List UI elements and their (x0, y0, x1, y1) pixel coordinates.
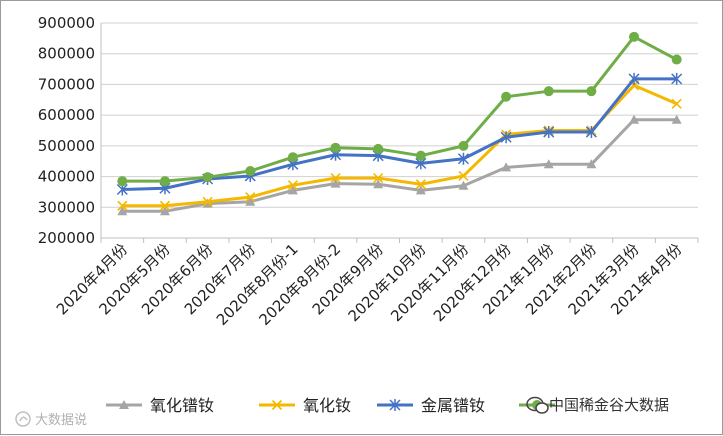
series-0-point-13 (671, 114, 682, 124)
watermark-account: 中国稀金谷大数据 (549, 396, 669, 414)
series-3-point-5 (330, 142, 341, 153)
legend-marker-2 (389, 399, 401, 411)
y-tick-label-0: 200000 (38, 229, 95, 247)
series-1-point-7 (415, 179, 426, 190)
legend-item-0: 氧化镨钕 (106, 396, 214, 415)
series-1-point-8 (458, 170, 469, 182)
series-0-point-11 (586, 159, 597, 169)
series-3-point-12 (629, 31, 640, 42)
watermark-brand: 大数据说 (35, 413, 87, 428)
series-1-point-5 (330, 173, 341, 184)
gridlines (100, 22, 699, 243)
series-line-3 (122, 35, 678, 183)
series-3-point-8 (458, 140, 469, 151)
series-3-point-13 (671, 54, 682, 65)
series-1-point-6 (373, 173, 384, 184)
series-0-point-4 (287, 185, 298, 195)
watermark: 中国稀金谷大数据 大数据说 (15, 396, 669, 428)
series-3-point-4 (287, 152, 298, 163)
series-3-point-1 (159, 176, 170, 187)
series-0-point-9 (501, 162, 512, 172)
series-0-point-10 (543, 159, 554, 169)
y-tick-label-3: 500000 (38, 137, 95, 155)
y-tick-label-1: 300000 (38, 198, 95, 216)
series-3-point-9 (501, 91, 512, 102)
series-3-point-11 (586, 86, 597, 97)
series-group (116, 31, 683, 216)
series-1-point-2 (202, 196, 213, 207)
series-2-point-12 (628, 72, 640, 85)
series-3-point-7 (415, 150, 426, 161)
series-3-point-10 (543, 86, 554, 97)
series-1 (117, 80, 682, 211)
series-line-0 (122, 118, 677, 213)
series-0-point-6 (373, 179, 384, 189)
series-0-point-5 (330, 178, 341, 188)
series-2-point-10 (543, 126, 555, 139)
series-3-point-2 (202, 172, 213, 183)
y-tick-label-4: 600000 (38, 106, 95, 124)
series-3-point-6 (373, 143, 384, 154)
series-2-point-13 (671, 72, 683, 85)
series-0-point-8 (458, 180, 469, 190)
legend-item-1: 氧化钕 (259, 396, 351, 415)
series-0 (117, 114, 682, 216)
legend-label-1: 氧化钕 (303, 396, 351, 415)
y-tick-label-6: 800000 (38, 45, 95, 63)
y-axis-ticks: 200000 300000 400000 500000 600000 700000 8000… (38, 14, 95, 247)
series-1-point-3 (245, 192, 256, 203)
wechat-icon (526, 396, 549, 414)
series-3 (117, 31, 682, 187)
series-1-point-13 (671, 98, 682, 109)
series-0-point-0 (117, 206, 128, 216)
series-2-point-9 (500, 131, 512, 144)
y-tick-label-2: 400000 (38, 168, 95, 186)
series-0-point-3 (245, 196, 256, 206)
x-axis-ticks: 2020年4月份2020年5月份2020年6月份2020年7月份2020年8月份… (53, 240, 686, 329)
series-3-point-3 (245, 166, 256, 177)
series-2-point-11 (585, 126, 597, 139)
series-0-point-1 (159, 206, 170, 216)
series-1-point-1 (159, 200, 171, 211)
series-2-point-8 (457, 152, 469, 165)
series-0-point-12 (629, 114, 640, 124)
series-line-2 (122, 77, 677, 191)
series-1-point-4 (287, 180, 298, 191)
brand-icon (15, 411, 31, 427)
legend-marker-1 (271, 399, 283, 411)
series-line-1 (122, 83, 678, 208)
y-tick-label-5: 700000 (38, 75, 95, 93)
series-0-point-7 (415, 185, 426, 195)
legend-label-2: 金属镨钕 (421, 396, 485, 415)
legend-marker-0 (119, 400, 129, 409)
legend-label-0: 氧化镨钕 (150, 396, 214, 415)
legend: 氧化镨钕 氧化钕 金属镨钕 (106, 396, 555, 415)
y-tick-label-7: 900000 (38, 14, 95, 32)
legend-item-2: 金属镨钕 (377, 396, 485, 415)
series-1-point-0 (117, 200, 128, 211)
series-3-point-0 (117, 176, 128, 187)
